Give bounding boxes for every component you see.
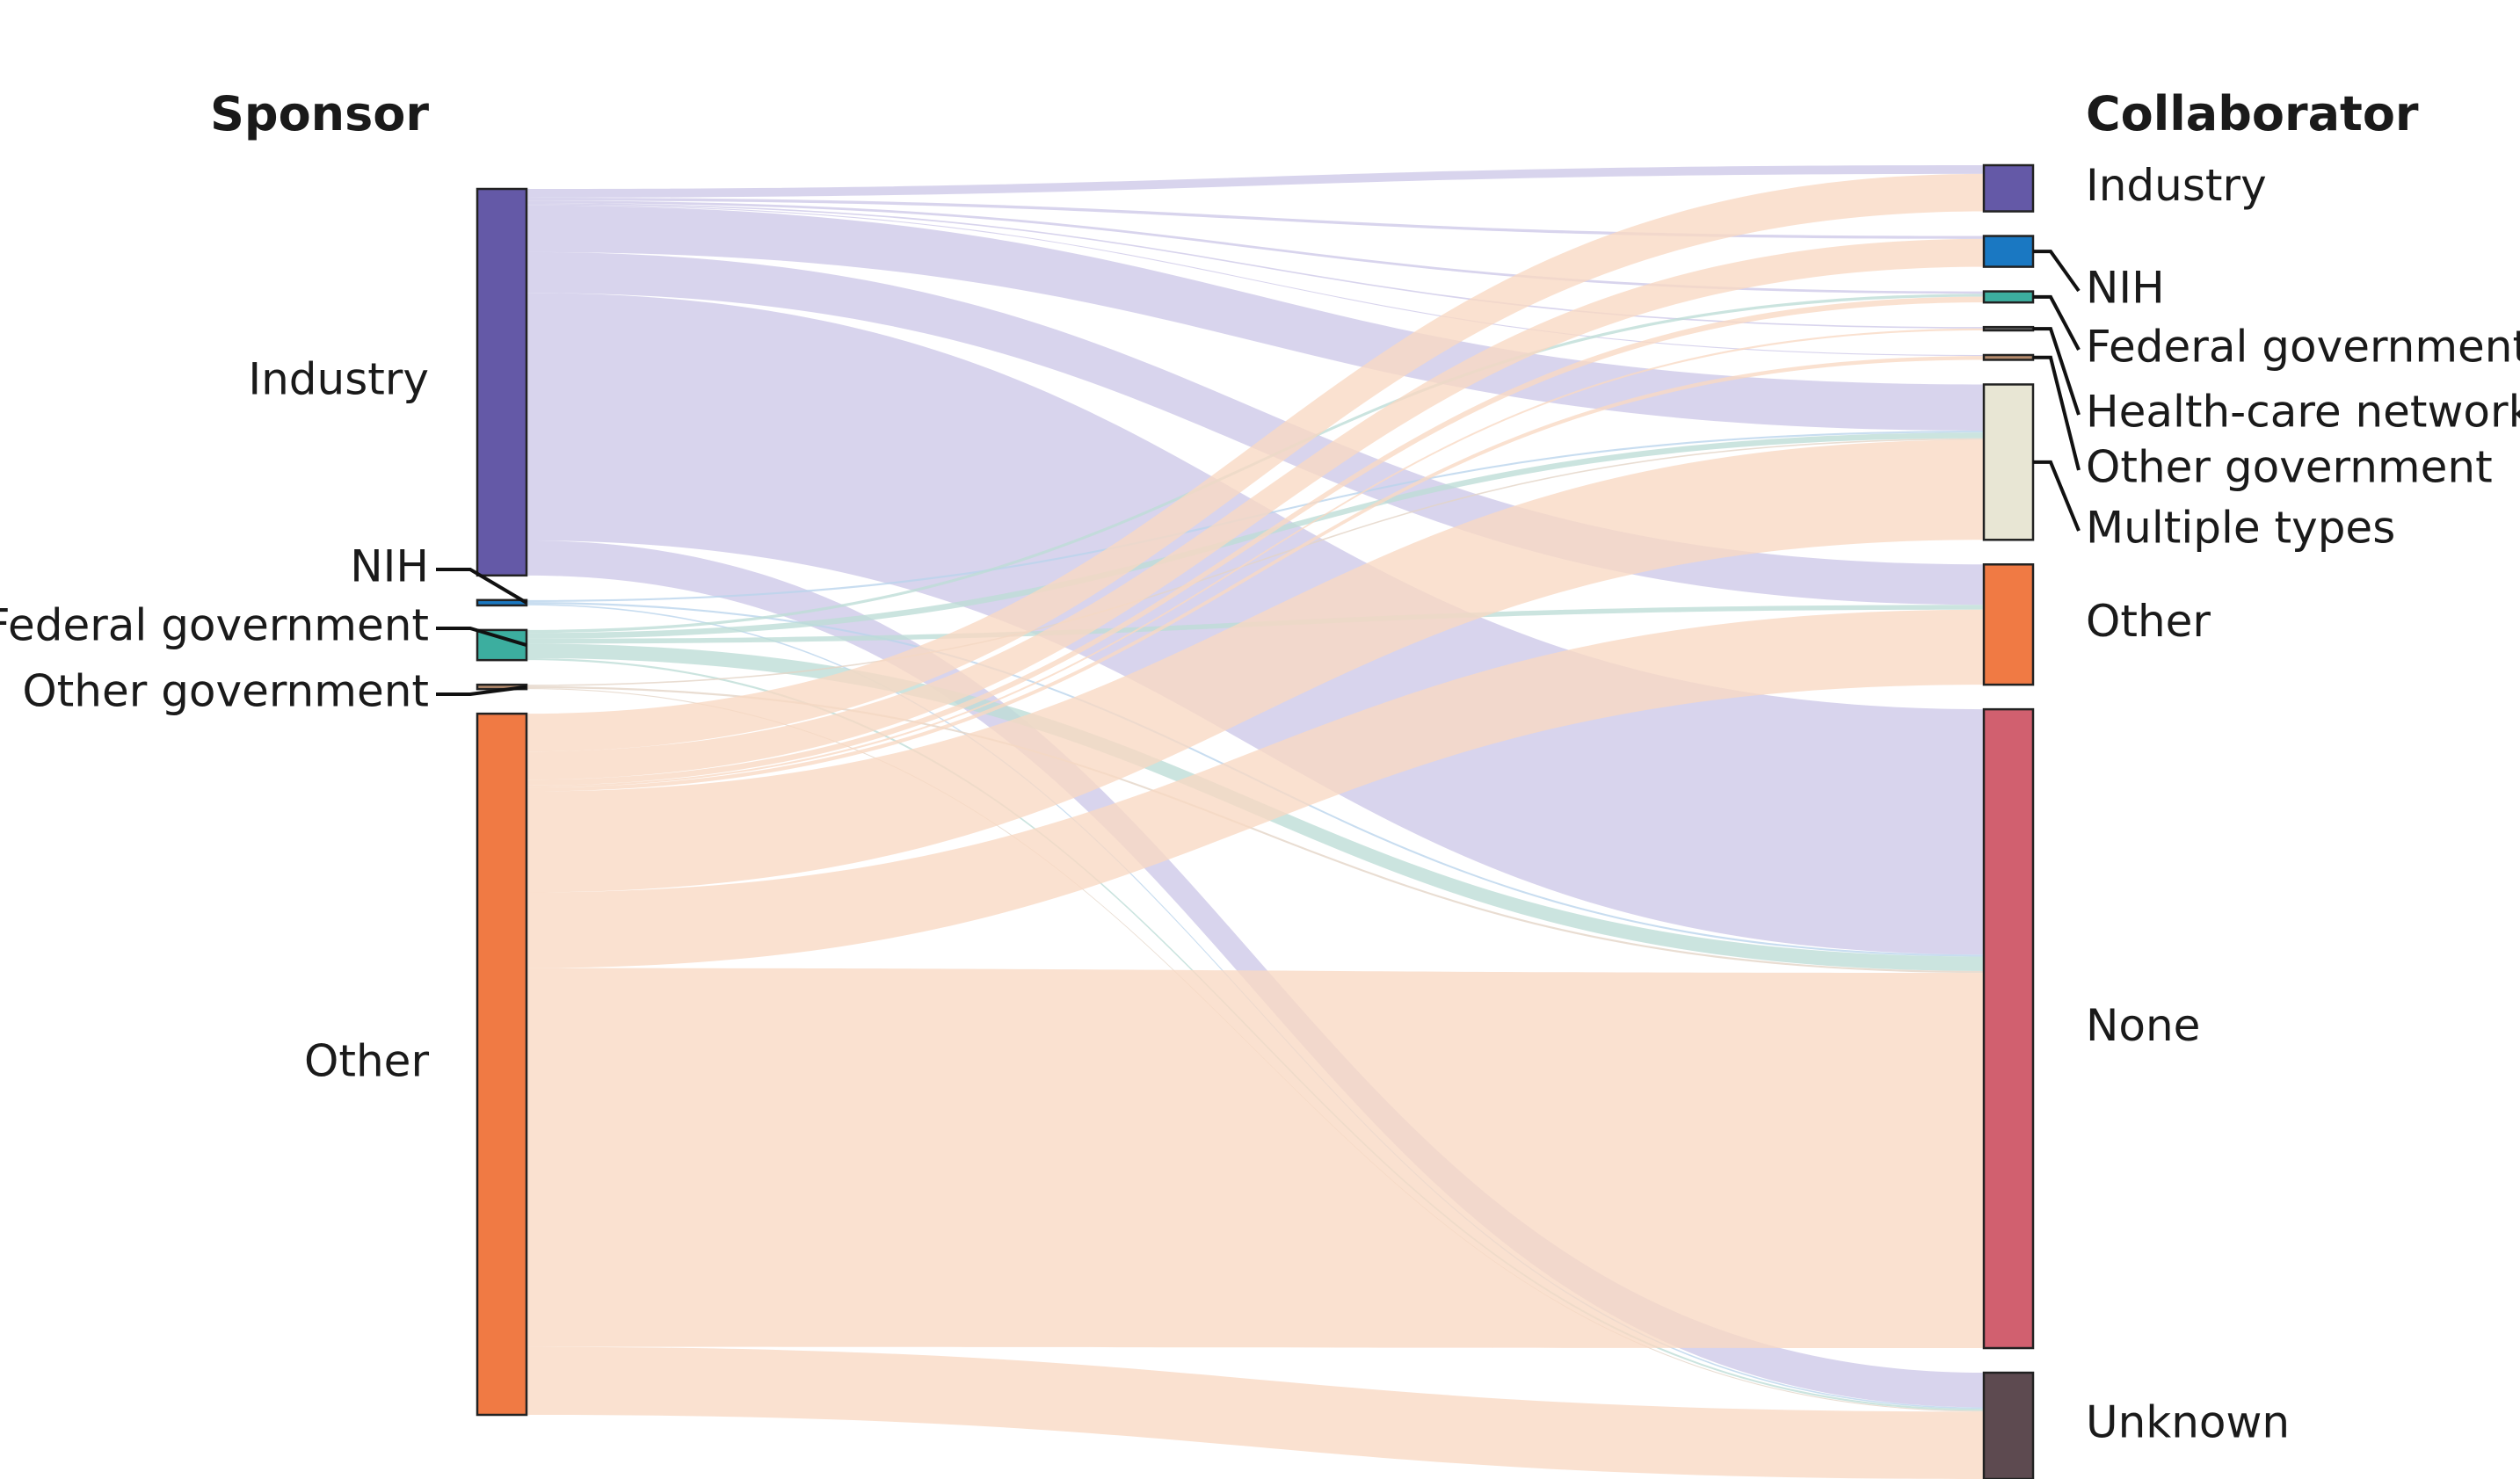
collaborator-label-none: None [2086, 1000, 2200, 1051]
collaborator-node-federal [1982, 290, 2035, 304]
collaborator-node-nih [1982, 235, 2035, 268]
sponsor-leader-nih [436, 568, 528, 605]
collaborator-label-other: Other [2086, 596, 2211, 647]
flow-other-to-federal [527, 296, 1984, 786]
sponsor-node-other [476, 712, 528, 1417]
sponsor-node-nih [476, 598, 528, 607]
flow-industry-to-nih [527, 197, 1984, 239]
leader-line-layer [436, 250, 2081, 696]
flow-othergov-to-none [527, 685, 1984, 974]
collaborator-label-unknown: Unknown [2086, 1397, 2290, 1448]
flow-other-to-multiple [527, 439, 1984, 893]
flow-other-to-other [527, 609, 1984, 968]
flow-other-to-unknown [527, 1346, 1984, 1479]
sponsor-node-federal [476, 628, 528, 662]
collaborator-label-nih: NIH [2086, 263, 2165, 314]
collaborator-label-federal: Federal government [2086, 322, 2520, 373]
label-layer: Sponsor Collaborator Industry NIH Federal … [0, 86, 2520, 1448]
flow-industry-to-multiple [527, 205, 1984, 431]
collaborator-node-industry [1982, 163, 2035, 213]
sponsor-node-industry [476, 187, 528, 577]
sponsor-label-federal: Federal government [0, 600, 429, 651]
flow-industry-to-other [527, 251, 1984, 605]
collaborator-node-other [1982, 563, 2035, 686]
flow-layer [527, 165, 1984, 1479]
flow-industry-to-hcn [527, 203, 1984, 329]
collaborator-label-hcn: Health-care network [2086, 387, 2520, 438]
sponsor-header: Sponsor [210, 86, 429, 141]
sponsor-label-nih: NIH [350, 541, 429, 592]
flow-othergov-to-multiple [527, 438, 1984, 686]
collaborator-node-othergov [1982, 353, 2035, 361]
sponsor-leader-federal [436, 627, 527, 647]
flow-other-to-industry [527, 173, 1984, 752]
collaborator-node-multiple [1982, 383, 2035, 541]
sponsor-leader-othergov [436, 685, 527, 696]
flow-industry-to-othergov [527, 204, 1984, 357]
flow-other-to-none [527, 968, 1984, 1349]
collaborator-label-multiple: Multiple types [2086, 503, 2395, 554]
collaborator-leader-hcn [2033, 327, 2081, 416]
flow-industry-to-industry [527, 165, 1984, 198]
flow-other-to-othergov [527, 356, 1984, 792]
flow-other-to-nih [527, 238, 1984, 780]
sponsor-label-industry: Industry [248, 353, 429, 404]
collaborator-node-unknown [1982, 1371, 2035, 1479]
sponsor-label-othergov: Other government [22, 666, 429, 717]
flow-federal-to-multiple [527, 432, 1984, 639]
collaborator-leader-nih [2033, 250, 2081, 293]
collaborator-node-hcn [1982, 325, 2035, 332]
collaborator-leader-othergov [2033, 355, 2081, 471]
sponsor-label-other: Other [304, 1036, 429, 1087]
collaborator-node-none [1982, 707, 2035, 1350]
collaborator-header: Collaborator [2086, 86, 2419, 141]
collaborator-leader-multiple [2033, 460, 2081, 532]
collaborator-leader-federal [2033, 294, 2081, 351]
collaborator-label-othergov: Other government [2086, 442, 2493, 493]
flow-industry-to-federal [527, 200, 1984, 294]
collaborator-label-industry: Industry [2086, 160, 2267, 211]
flow-other-to-hcn [527, 328, 1984, 788]
